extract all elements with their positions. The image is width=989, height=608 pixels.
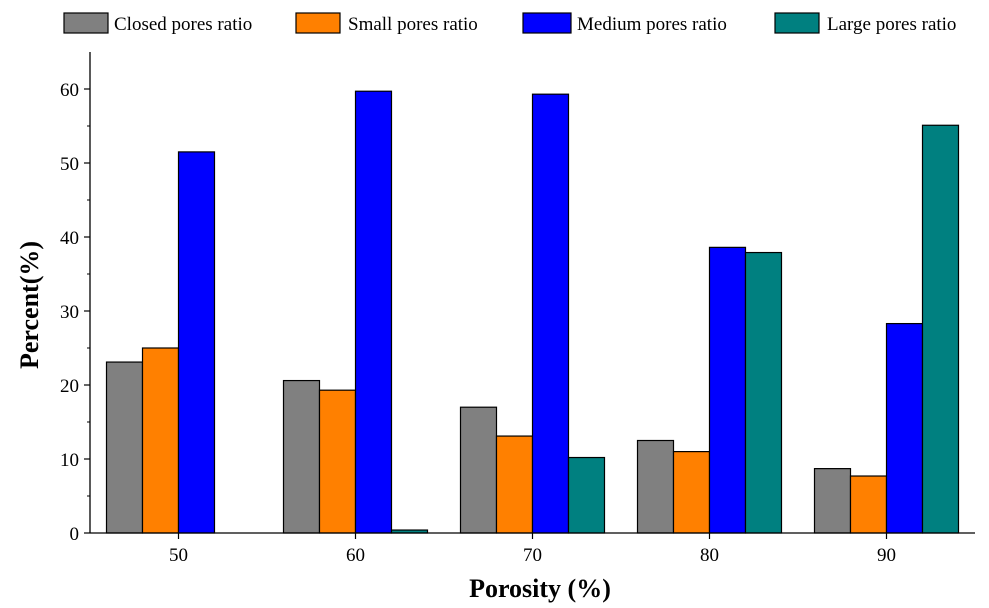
bar [318,389,357,534]
x-tick-label: 50 [169,545,188,566]
legend-label: Large pores ratio [827,14,956,35]
legend-label: Medium pores ratio [577,14,727,35]
legend-swatch [63,12,109,34]
bar [921,124,960,534]
legend-item: Large pores ratio [774,12,956,35]
y-tick-label: 10 [60,450,79,471]
legend-item: Closed pores ratio [63,12,252,35]
x-axis-ticks: 50 60 70 80 90 [169,533,896,566]
y-tick-label: 0 [70,524,80,545]
bar [672,451,711,534]
y-tick-label: 20 [60,376,79,397]
bar [105,361,144,534]
y-tick-label: 60 [60,80,79,101]
bars-layer [105,90,960,534]
y-tick-label: 50 [60,154,79,175]
legend-swatch [774,12,820,34]
bar [708,246,747,534]
y-tick-label: 30 [60,302,79,323]
legend-item: Medium pores ratio [522,12,727,35]
bar [495,435,534,534]
bar [459,406,498,534]
bar [141,347,180,534]
bar [177,151,216,534]
bar [636,439,675,534]
y-tick-label: 40 [60,228,79,249]
legend-label: Small pores ratio [348,14,478,35]
bar [282,379,321,534]
x-tick-label: 70 [523,545,542,566]
legend-label: Closed pores ratio [114,14,252,35]
x-tick-label: 90 [877,545,896,566]
legend-swatch [295,12,341,34]
legend: Closed pores ratio Small pores ratio Med… [63,12,956,35]
legend-item: Small pores ratio [295,12,478,35]
x-tick-label: 60 [346,545,365,566]
bar [849,475,888,534]
legend-swatch [522,12,572,34]
bar [744,251,783,534]
bar [354,90,393,534]
bar [813,468,852,534]
bar [885,322,924,534]
y-axis-ticks: 0 10 20 30 40 50 60 [60,80,90,545]
bar [531,93,570,534]
x-tick-label: 80 [700,545,719,566]
bar [567,456,606,534]
y-axis-title: Percent(%) [15,241,44,369]
x-axis-title: Porosity (%) [469,574,611,603]
